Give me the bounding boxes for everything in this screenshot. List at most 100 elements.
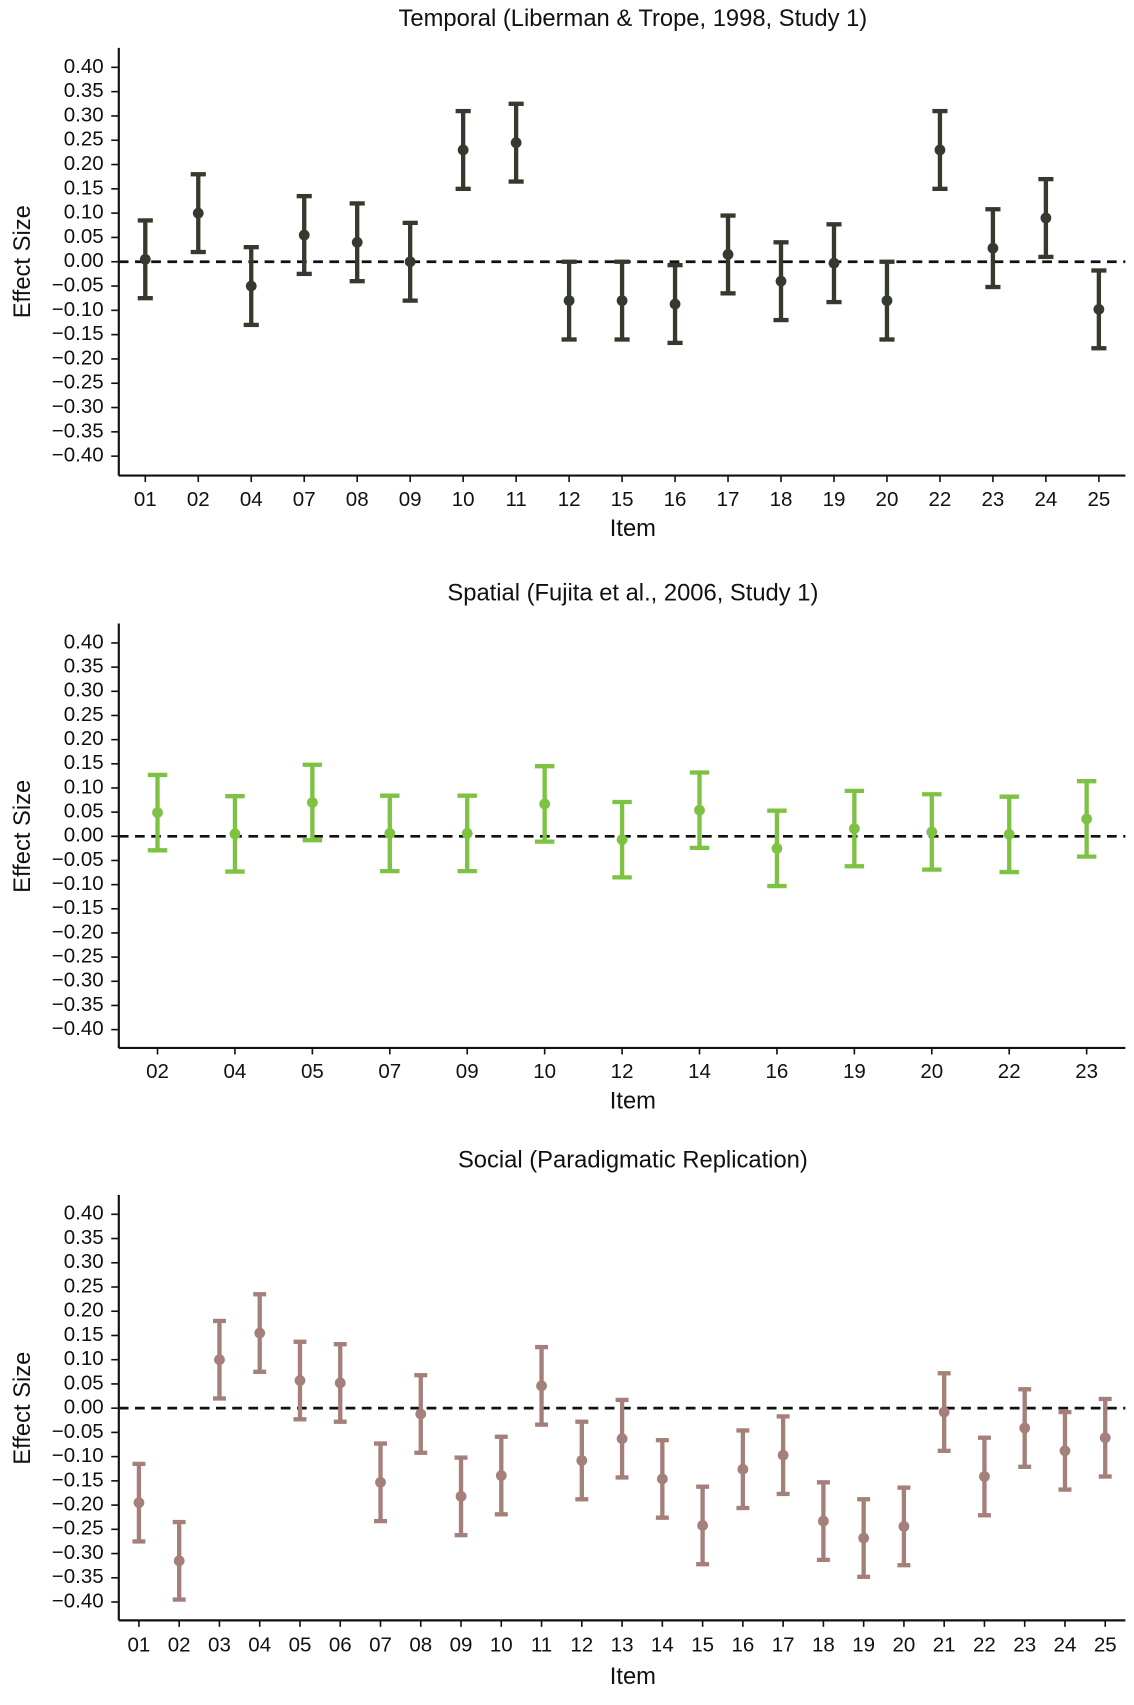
point: [495, 1470, 507, 1481]
point: [415, 1408, 427, 1420]
point: [616, 834, 628, 846]
x-tick-label: 18: [770, 488, 793, 511]
x-tick-label: 25: [1087, 488, 1110, 511]
x-tick-label: 08: [409, 1634, 432, 1657]
y-tick-label: −0.15: [52, 322, 104, 345]
x-tick-label: 02: [168, 1634, 191, 1657]
x-tick-label: 16: [731, 1634, 754, 1657]
y-tick-label: −0.35: [52, 419, 104, 442]
x-tick-label: 20: [876, 488, 899, 511]
chart-title: Social (Paradigmatic Replication): [458, 1147, 808, 1174]
point: [1093, 303, 1105, 315]
x-tick-label: 01: [128, 1634, 151, 1657]
y-tick-label: 0.35: [64, 79, 104, 102]
x-tick-label: 12: [611, 1060, 634, 1083]
x-tick-label: 04: [248, 1634, 271, 1657]
point: [294, 1375, 306, 1386]
point: [133, 1497, 145, 1509]
point: [616, 295, 628, 307]
x-tick-label: 23: [1075, 1060, 1098, 1083]
x-tick-label: 22: [998, 1060, 1021, 1083]
x-tick-label: 12: [570, 1634, 593, 1657]
y-tick-label: 0.30: [64, 679, 104, 702]
point: [455, 1490, 467, 1502]
y-tick-label: 0.00: [64, 249, 104, 272]
y-tick-label: −0.20: [52, 1493, 104, 1516]
point: [139, 253, 151, 265]
point: [192, 207, 204, 219]
point: [669, 298, 681, 310]
point: [938, 1406, 950, 1418]
y-tick-label: 0.10: [64, 1347, 104, 1370]
y-tick-label: 0.25: [64, 1274, 104, 1297]
y-tick-label: −0.40: [52, 1017, 104, 1040]
y-tick-label: 0.35: [64, 655, 104, 678]
y-axis-label: Effect Size: [9, 1352, 36, 1465]
x-tick-label: 11: [531, 1634, 552, 1657]
y-tick-label: 0.15: [64, 751, 104, 774]
y-tick-label: −0.30: [52, 395, 104, 418]
point: [1099, 1432, 1111, 1444]
point: [737, 1463, 749, 1475]
y-tick-label: −0.30: [52, 1541, 104, 1564]
point: [375, 1476, 386, 1488]
point: [616, 1433, 628, 1445]
x-tick-label: 10: [533, 1060, 556, 1083]
x-tick-label: 02: [146, 1060, 169, 1083]
x-tick-label: 11: [505, 488, 526, 511]
y-tick-label: −0.40: [52, 444, 104, 467]
y-tick-label: −0.15: [52, 896, 104, 919]
y-tick-label: 0.25: [64, 703, 104, 726]
y-tick-label: −0.20: [52, 920, 104, 943]
point: [697, 1520, 709, 1531]
y-tick-label: 0.25: [64, 128, 104, 151]
x-tick-label: 25: [1094, 1634, 1117, 1657]
point: [173, 1555, 185, 1567]
x-tick-label: 05: [289, 1634, 312, 1657]
point: [848, 823, 860, 834]
x-axis-label: Item: [610, 1663, 656, 1690]
x-tick-label: 05: [301, 1060, 324, 1083]
y-tick-label: −0.25: [52, 945, 104, 968]
y-tick-label: −0.25: [52, 371, 104, 394]
point: [306, 797, 318, 808]
x-tick-label: 15: [691, 1634, 714, 1657]
y-tick-label: −0.40: [52, 1589, 104, 1612]
x-tick-label: 09: [399, 488, 422, 511]
x-tick-label: 18: [812, 1634, 835, 1657]
x-tick-label: 07: [378, 1060, 401, 1083]
x-tick-label: 19: [823, 488, 846, 511]
x-tick-label: 15: [611, 488, 634, 511]
y-tick-label: 0.40: [64, 1202, 104, 1225]
point: [926, 826, 938, 838]
x-tick-label: 22: [929, 488, 952, 511]
x-tick-label: 02: [187, 488, 210, 511]
y-tick-label: 0.40: [64, 55, 104, 78]
y-tick-label: −0.10: [52, 298, 104, 321]
y-axis-label: Effect Size: [9, 780, 36, 893]
point: [858, 1532, 870, 1544]
point: [298, 229, 310, 241]
x-tick-label: 13: [611, 1634, 634, 1657]
y-tick-label: 0.00: [64, 1396, 104, 1419]
point: [775, 275, 787, 287]
y-tick-label: −0.35: [52, 1565, 104, 1588]
y-tick-label: 0.15: [64, 1323, 104, 1346]
x-tick-label: 16: [664, 488, 687, 511]
point: [245, 280, 257, 292]
point: [1003, 828, 1015, 840]
point: [979, 1471, 990, 1482]
y-tick-label: 0.30: [64, 103, 104, 126]
y-tick-label: 0.35: [64, 1226, 104, 1249]
x-tick-label: 23: [1013, 1634, 1036, 1657]
x-tick-label: 20: [893, 1634, 916, 1657]
x-tick-label: 17: [717, 488, 740, 511]
point: [461, 828, 473, 839]
x-tick-label: 01: [134, 488, 157, 511]
x-tick-label: 19: [852, 1634, 875, 1657]
y-tick-label: 0.00: [64, 824, 104, 847]
y-axis-label: Effect Size: [9, 205, 36, 318]
x-tick-label: 04: [240, 488, 263, 511]
x-tick-label: 09: [456, 1060, 479, 1083]
point: [152, 807, 163, 819]
